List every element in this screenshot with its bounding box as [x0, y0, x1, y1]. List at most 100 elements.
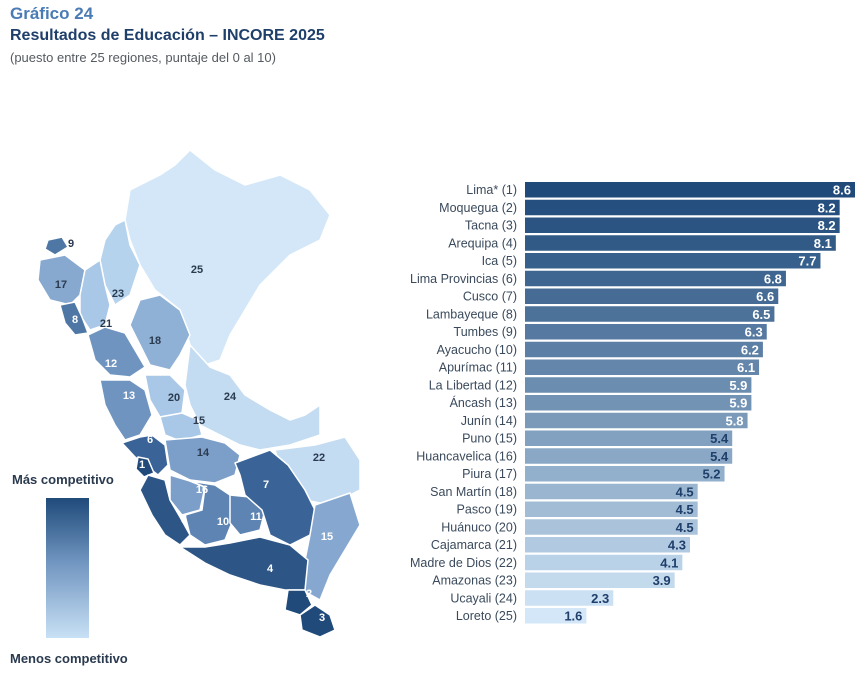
- region-ucayali: [184, 344, 321, 451]
- bar: [525, 324, 767, 340]
- bar-chart: Lima* (1) 8.6 Moquegua (2) 8.2 Tacna (3) 8.2 A…: [410, 182, 855, 624]
- region-tumbes: [44, 236, 69, 256]
- value-label: 8.6: [833, 183, 851, 198]
- value-label: 2.3: [591, 591, 609, 606]
- map-region-rank-label: 8: [72, 314, 78, 326]
- bar: [525, 483, 698, 500]
- map-region-rank-label: 23: [112, 288, 124, 300]
- category-label: Amazonas (23): [432, 574, 517, 588]
- category-label: Lima* (1): [466, 183, 517, 197]
- value-label: 5.2: [702, 467, 720, 482]
- category-label: Arequipa (4): [448, 236, 517, 250]
- bar: [525, 448, 733, 464]
- value-label: 6.5: [752, 307, 770, 322]
- bar: [525, 537, 690, 553]
- value-label: 5.4: [710, 431, 729, 446]
- region-piura: [37, 254, 86, 306]
- map-region-rank-label: 24: [224, 391, 237, 403]
- bar: [525, 554, 683, 571]
- map-region-rank-label: 20: [168, 392, 180, 404]
- category-label: Huánuco (20): [441, 520, 517, 534]
- value-label: 4.5: [676, 520, 694, 535]
- map-region-rank-label: 14: [197, 447, 210, 459]
- value-label: 4.5: [676, 502, 694, 517]
- map-region-rank-label: 25: [191, 264, 203, 276]
- value-label: 4.1: [660, 555, 678, 570]
- bar: [525, 199, 840, 216]
- category-label: Ayacucho (10): [437, 343, 517, 357]
- value-label: 5.9: [729, 396, 747, 411]
- map-region-rank-label: 5: [181, 514, 187, 526]
- value-label: 4.5: [676, 484, 694, 499]
- region-pasco: [159, 412, 203, 442]
- category-label: Puno (15): [462, 432, 517, 446]
- category-label: Piura (17): [462, 467, 517, 481]
- map-region-rank-label: 15: [193, 415, 205, 427]
- bar: [525, 412, 748, 429]
- value-label: 6.1: [737, 360, 755, 375]
- map-region-rank-label: 16: [196, 484, 208, 496]
- bar: [525, 501, 698, 517]
- chart-note: (puesto entre 25 regiones, puntaje del 0…: [10, 50, 276, 65]
- bar: [525, 395, 752, 411]
- bar: [525, 572, 675, 588]
- region-junin: [164, 436, 241, 484]
- value-label: 8.2: [818, 200, 836, 215]
- bar: [525, 590, 614, 606]
- value-label: 7.7: [798, 254, 816, 269]
- region-lambayeque: [59, 301, 89, 336]
- value-label: 8.2: [818, 218, 836, 233]
- map-region-rank-label: 9: [68, 238, 74, 250]
- category-label: Tumbes (9): [454, 325, 517, 339]
- category-label: Loreto (25): [456, 609, 517, 623]
- value-label: 6.8: [764, 271, 782, 286]
- region-san-martin: [129, 294, 191, 371]
- value-label: 5.9: [729, 378, 747, 393]
- map-region-rank-label: 10: [217, 516, 229, 528]
- category-label: Lambayeque (8): [426, 307, 517, 321]
- category-label: Lima Provincias (6): [410, 272, 517, 286]
- value-label: 1.6: [564, 609, 582, 624]
- region-puno: [301, 492, 361, 601]
- value-label: 6.3: [745, 325, 763, 340]
- bar: [525, 182, 855, 198]
- map-region-rank-label: 3: [319, 612, 325, 624]
- legend-gradient-bar: [46, 498, 89, 638]
- chart-number: Gráfico 24: [10, 4, 94, 23]
- category-label: Áncash (13): [450, 395, 517, 410]
- category-label: Apurímac (11): [439, 361, 517, 375]
- region-ayacucho: [184, 480, 236, 546]
- map-region-rank-label: 18: [149, 335, 161, 347]
- map-region-rank-label: 22: [313, 452, 325, 464]
- category-label: San Martín (18): [430, 485, 517, 499]
- map-region-rank-label: 11: [250, 511, 262, 523]
- bar: [525, 466, 725, 482]
- map-region-rank-label: 13: [123, 390, 135, 402]
- category-label: Ucayali (24): [450, 591, 517, 605]
- category-label: Cajamarca (21): [431, 538, 517, 552]
- category-label: La Libertad (12): [429, 378, 517, 392]
- region-loreto: [124, 149, 331, 366]
- bar: [525, 253, 821, 269]
- map-region-rank-label: 1: [139, 459, 145, 471]
- value-label: 8.1: [814, 236, 832, 251]
- category-label: Tacna (3): [465, 219, 517, 233]
- value-label: 3.9: [653, 573, 671, 588]
- map-region-rank-label: 15: [321, 531, 333, 543]
- region-cusco: [234, 449, 316, 546]
- value-label: 6.6: [756, 289, 774, 304]
- category-label: Madre de Dios (22): [410, 556, 517, 570]
- map-region-rank-label: 17: [55, 279, 67, 291]
- value-label: 5.4: [710, 449, 729, 464]
- peru-map: 25 9 17 23 21 8 18 12 13 20 24 15 6 1 14 22 16 7 5 10 11 15 4 2…: [37, 149, 361, 638]
- category-label: Pasco (19): [457, 503, 517, 517]
- category-label: Junín (14): [461, 414, 517, 428]
- bar: [525, 519, 698, 535]
- bar: [525, 235, 836, 251]
- region-ica: [139, 474, 191, 546]
- region-moquegua: [284, 589, 313, 616]
- category-label: Moquegua (2): [439, 201, 517, 215]
- region-amazonas: [99, 219, 141, 306]
- region-ancash: [99, 379, 153, 441]
- chart-title: Resultados de Educación – INCORE 2025: [10, 27, 325, 44]
